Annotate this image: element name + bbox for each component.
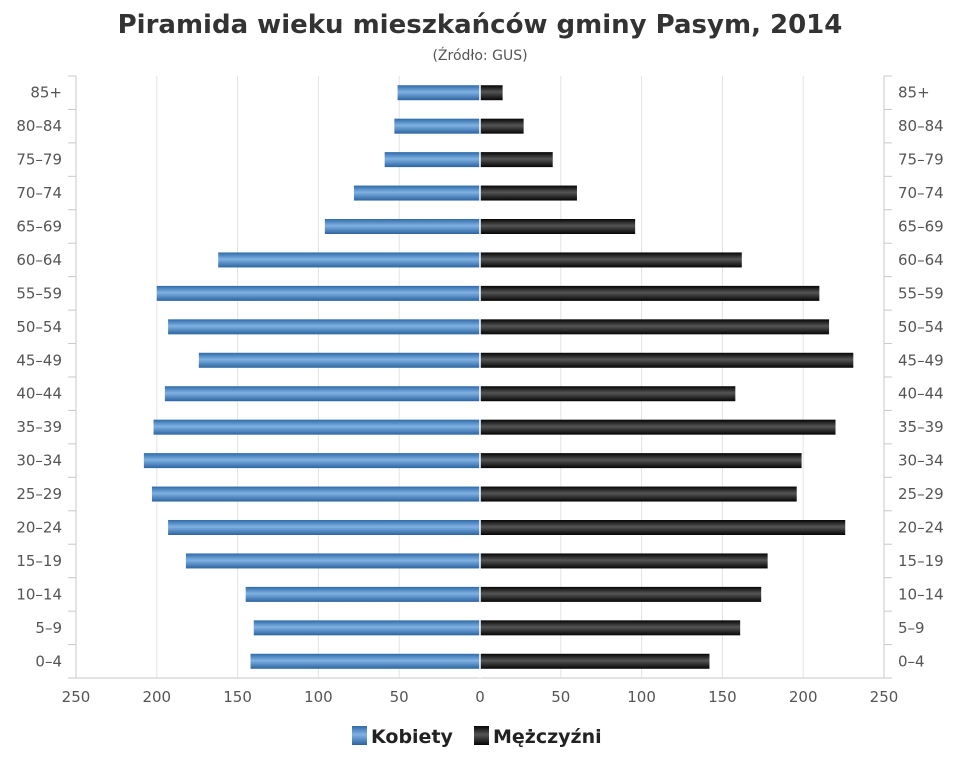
bar-male-45–49	[480, 352, 854, 368]
category-label-left: 55–59	[16, 284, 62, 302]
category-label-right: 50–54	[898, 318, 944, 336]
category-label-left: 70–74	[16, 184, 62, 202]
x-tick-label: 250	[870, 688, 899, 706]
bar-male-65–69	[480, 219, 636, 234]
x-tick-label: 150	[708, 688, 737, 706]
bar-male-30–34	[480, 453, 802, 469]
x-tick-label: 50	[390, 688, 409, 706]
tick-labels: 0–4 0–4 5–9 5–9 10–14 10–14 15–19 15–19 20–24 20–…	[16, 84, 943, 706]
category-label-right: 5–9	[898, 619, 925, 637]
bar-female-65–69	[324, 219, 480, 234]
bar-male-50–54	[480, 319, 830, 335]
category-label-right: 35–39	[898, 418, 944, 436]
x-tick-label: 100	[627, 688, 656, 706]
category-label-right: 85+	[898, 84, 930, 102]
x-tick-label: 0	[475, 688, 485, 706]
bar-female-85+	[397, 85, 480, 101]
bar-female-70–74	[353, 185, 480, 201]
bars	[143, 76, 854, 678]
bar-female-20–24	[168, 520, 480, 535]
category-label-right: 60–64	[898, 251, 944, 269]
category-label-right: 40–44	[898, 385, 944, 403]
bar-male-20–24	[480, 520, 846, 535]
bar-female-55–59	[156, 285, 481, 301]
bar-female-45–49	[198, 352, 481, 368]
bar-female-80–84	[394, 118, 480, 134]
category-label-right: 45–49	[898, 351, 944, 369]
category-label-left: 35–39	[16, 418, 62, 436]
category-label-left: 0–4	[35, 652, 62, 670]
category-label-left: 75–79	[16, 151, 62, 169]
category-label-left: 50–54	[16, 318, 62, 336]
bar-male-10–14	[480, 586, 762, 602]
bar-male-15–19	[480, 553, 768, 569]
bar-female-75–79	[384, 152, 480, 168]
category-label-left: 60–64	[16, 251, 62, 269]
category-label-right: 0–4	[898, 652, 925, 670]
category-label-left: 80–84	[16, 117, 62, 135]
bar-female-40–44	[164, 386, 480, 402]
legend-swatch-kobiety	[352, 726, 367, 745]
legend-label-kobiety: Kobiety	[371, 726, 454, 748]
category-label-right: 25–29	[898, 485, 944, 503]
bar-female-50–54	[168, 319, 480, 335]
bar-female-15–19	[185, 553, 480, 569]
category-label-right: 30–34	[898, 452, 944, 470]
category-label-left: 40–44	[16, 385, 62, 403]
category-label-left: 45–49	[16, 351, 62, 369]
category-label-right: 15–19	[898, 552, 944, 570]
bar-male-55–59	[480, 285, 820, 301]
x-tick-label: 200	[142, 688, 171, 706]
bar-male-25–29	[480, 486, 797, 502]
legend: Kobiety Mężczyźni	[352, 726, 602, 748]
category-label-right: 70–74	[898, 184, 944, 202]
x-tick-label: 50	[551, 688, 570, 706]
bar-male-5–9	[480, 620, 741, 636]
bar-male-35–39	[480, 419, 836, 435]
bar-male-80–84	[480, 118, 524, 134]
category-label-left: 10–14	[16, 585, 62, 603]
bar-male-85+	[480, 85, 503, 101]
bar-female-60–64	[218, 252, 480, 268]
category-label-left: 25–29	[16, 485, 62, 503]
bar-male-60–64	[480, 252, 742, 268]
chart-subtitle: (Źródło: GUS)	[432, 46, 527, 64]
x-tick-label: 200	[789, 688, 818, 706]
bar-female-0–4	[250, 653, 480, 669]
x-tick-label: 150	[223, 688, 252, 706]
bar-female-35–39	[153, 419, 480, 435]
category-label-left: 30–34	[16, 452, 62, 470]
bar-female-30–34	[143, 453, 480, 469]
category-label-left: 85+	[30, 84, 62, 102]
bar-male-70–74	[480, 185, 577, 201]
bar-female-25–29	[151, 486, 480, 502]
category-label-right: 55–59	[898, 284, 944, 302]
bar-female-10–14	[245, 586, 480, 602]
category-label-right: 65–69	[898, 218, 944, 236]
legend-swatch-mezczyzni	[474, 726, 489, 745]
category-label-right: 80–84	[898, 117, 944, 135]
bar-male-40–44	[480, 386, 736, 402]
category-label-left: 20–24	[16, 519, 62, 537]
category-label-right: 20–24	[898, 519, 944, 537]
category-label-right: 10–14	[898, 585, 944, 603]
category-label-left: 5–9	[35, 619, 62, 637]
bar-male-0–4	[480, 653, 710, 669]
legend-label-mezczyzni: Mężczyźni	[493, 726, 602, 748]
bar-female-5–9	[253, 620, 480, 636]
chart-title: Piramida wieku mieszkańców gminy Pasym, …	[118, 10, 843, 40]
category-label-right: 75–79	[898, 151, 944, 169]
bar-male-75–79	[480, 152, 553, 168]
x-tick-label: 100	[304, 688, 333, 706]
category-label-left: 65–69	[16, 218, 62, 236]
category-label-left: 15–19	[16, 552, 62, 570]
x-tick-label: 250	[62, 688, 91, 706]
